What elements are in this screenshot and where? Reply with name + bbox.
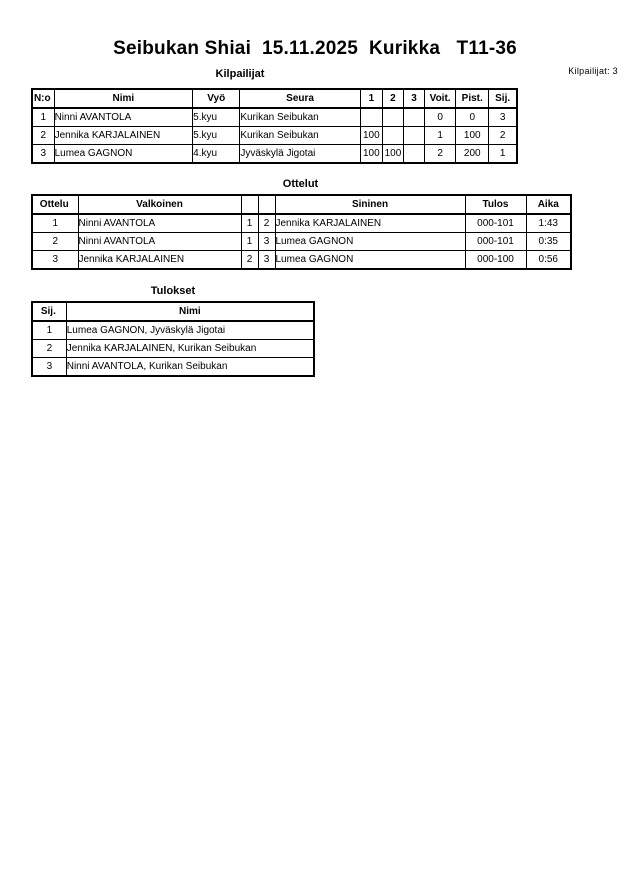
cell-wins: 0 <box>424 107 457 127</box>
col-header-no: N:o <box>31 88 55 109</box>
col-header-club: Seura <box>239 88 361 109</box>
section-caption-results: Tulokset <box>150 285 196 297</box>
cell-result: 000-101 <box>464 213 527 233</box>
results-table: Sij. Nimi 1 Lumea GAGNON, Jyväskylä Jigo… <box>31 301 315 377</box>
table-row: 3 Lumea GAGNON 4.kyu Jyväskylä Jigotai 1… <box>31 144 518 164</box>
table-row: 1 Ninni AVANTOLA 5.kyu Kurikan Seibukan … <box>31 107 518 127</box>
cell-wins: 2 <box>424 144 457 164</box>
cell-rank: 2 <box>31 339 67 358</box>
matches-table: Ottelu Valkoinen Sininen Tulos Aika 1 Ni… <box>31 194 572 270</box>
cell-match-no: 3 <box>31 250 79 270</box>
cell-blue: Lumea GAGNON <box>274 250 466 270</box>
col-header-time: Aika <box>525 194 572 215</box>
col-header-white: Valkoinen <box>77 194 242 215</box>
cell-match-1 <box>359 107 383 127</box>
cell-white-no: 1 <box>240 232 259 251</box>
col-header-name: Nimi <box>53 88 194 109</box>
cell-points: 0 <box>455 107 490 127</box>
cell-result: 000-101 <box>464 232 527 251</box>
cell-white: Ninni AVANTOLA <box>77 232 242 251</box>
cell-blue-no: 3 <box>257 250 276 270</box>
cell-belt: 4.kyu <box>192 144 241 164</box>
cell-white-no: 1 <box>240 213 259 233</box>
cell-name: Lumea GAGNON, Jyväskylä Jigotai <box>65 320 315 340</box>
col-header-rank: Sij. <box>31 301 67 322</box>
cell-blue-no: 3 <box>257 232 276 251</box>
col-header-white-no <box>240 194 259 215</box>
section-caption-matches: Ottelut <box>282 178 319 190</box>
cell-club: Kurikan Seibukan <box>239 126 361 145</box>
cell-white: Ninni AVANTOLA <box>77 213 242 233</box>
col-header-match-no: Ottelu <box>31 194 79 215</box>
cell-time: 1:43 <box>525 213 572 233</box>
cell-match-no: 2 <box>31 232 79 251</box>
cell-match-3 <box>402 107 426 127</box>
col-header-blue: Sininen <box>274 194 466 215</box>
col-header-points: Pist. <box>455 88 490 109</box>
cell-name: Jennika KARJALAINEN <box>53 126 194 145</box>
table-row: 3 Ninni AVANTOLA, Kurikan Seibukan <box>31 357 315 377</box>
cell-blue-no: 2 <box>257 213 276 233</box>
col-header-rank: Sij. <box>488 88 518 109</box>
cell-match-2 <box>381 107 404 127</box>
col-header-blue-no <box>257 194 276 215</box>
table-row: 3 Jennika KARJALAINEN 2 3 Lumea GAGNON 0… <box>31 250 572 270</box>
cell-match-2 <box>381 126 404 145</box>
cell-match-no: 1 <box>31 213 79 233</box>
cell-rank: 3 <box>488 107 518 127</box>
cell-time: 0:56 <box>525 250 572 270</box>
col-header-belt: Vyö <box>192 88 241 109</box>
cell-time: 0:35 <box>525 232 572 251</box>
cell-wins: 1 <box>424 126 457 145</box>
cell-match-3 <box>402 144 426 164</box>
cell-club: Kurikan Seibukan <box>239 107 361 127</box>
cell-match-1: 100 <box>359 126 383 145</box>
cell-match-1: 100 <box>359 144 383 164</box>
col-header-result: Tulos <box>464 194 527 215</box>
competitors-header-row: N:o Nimi Vyö Seura 1 2 3 Voit. Pist. Sij… <box>31 88 518 109</box>
cell-no: 1 <box>31 107 55 127</box>
page-title: Seibukan Shiai 15.11.2025 Kurikka T11-36 <box>113 38 517 59</box>
table-row: 2 Jennika KARJALAINEN, Kurikan Seibukan <box>31 339 315 358</box>
col-header-match-2: 2 <box>381 88 404 109</box>
cell-match-3 <box>402 126 426 145</box>
cell-white: Jennika KARJALAINEN <box>77 250 242 270</box>
results-header-row: Sij. Nimi <box>31 301 315 322</box>
cell-match-2: 100 <box>381 144 404 164</box>
cell-rank: 3 <box>31 357 67 377</box>
table-row: 2 Jennika KARJALAINEN 5.kyu Kurikan Seib… <box>31 126 518 145</box>
table-row: 1 Lumea GAGNON, Jyväskylä Jigotai <box>31 320 315 340</box>
cell-rank: 1 <box>488 144 518 164</box>
cell-blue: Jennika KARJALAINEN <box>274 213 466 233</box>
cell-no: 3 <box>31 144 55 164</box>
competitors-table: N:o Nimi Vyö Seura 1 2 3 Voit. Pist. Sij… <box>31 88 518 164</box>
cell-points: 100 <box>455 126 490 145</box>
col-header-match-1: 1 <box>359 88 383 109</box>
col-header-wins: Voit. <box>424 88 457 109</box>
cell-name: Lumea GAGNON <box>53 144 194 164</box>
cell-belt: 5.kyu <box>192 107 241 127</box>
cell-rank: 1 <box>31 320 67 340</box>
cell-name: Jennika KARJALAINEN, Kurikan Seibukan <box>65 339 315 358</box>
cell-name: Ninni AVANTOLA <box>53 107 194 127</box>
table-row: 1 Ninni AVANTOLA 1 2 Jennika KARJALAINEN… <box>31 213 572 233</box>
cell-no: 2 <box>31 126 55 145</box>
table-row: 2 Ninni AVANTOLA 1 3 Lumea GAGNON 000-10… <box>31 232 572 251</box>
cell-club: Jyväskylä Jigotai <box>239 144 361 164</box>
cell-name: Ninni AVANTOLA, Kurikan Seibukan <box>65 357 315 377</box>
cell-result: 000-100 <box>464 250 527 270</box>
cell-belt: 5.kyu <box>192 126 241 145</box>
section-caption-competitors: Kilpailijat <box>215 68 265 80</box>
col-header-name: Nimi <box>65 301 315 322</box>
cell-rank: 2 <box>488 126 518 145</box>
competitor-count-label: Kilpailijat: 3 <box>568 66 618 76</box>
cell-blue: Lumea GAGNON <box>274 232 466 251</box>
col-header-match-3: 3 <box>402 88 426 109</box>
matches-header-row: Ottelu Valkoinen Sininen Tulos Aika <box>31 194 572 215</box>
cell-points: 200 <box>455 144 490 164</box>
cell-white-no: 2 <box>240 250 259 270</box>
